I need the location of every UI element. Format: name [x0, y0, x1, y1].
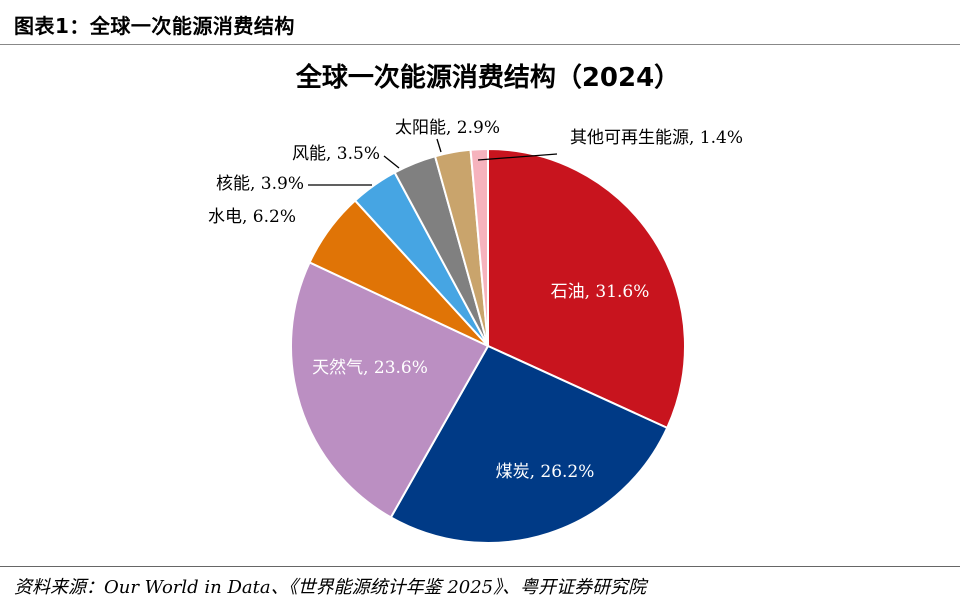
slice-labels: 石油, 31.6% 煤炭, 26.2% 天然气, 23.6% 水电, 6.2% 核能, … [208, 118, 743, 482]
chart-title: 全球一次能源消费结构（2024） [295, 62, 680, 93]
pie-slice-7 [469, 147, 489, 347]
leader-lines [308, 138, 558, 186]
footer-divider [0, 566, 960, 567]
slice-label-3: 水电, 6.2% [208, 207, 296, 227]
slice-label-4: 核能, 3.9% [216, 174, 304, 194]
slice-label-6: 太阳能, 2.9% [395, 118, 500, 138]
leader-line-6 [436, 138, 442, 153]
pie-slice-1 [389, 344, 669, 544]
slice-label-1: 煤炭, 26.2% [496, 462, 595, 482]
slice-label-7: 其他可再生能源, 1.4% [570, 128, 743, 148]
leader-line-5 [383, 155, 400, 169]
figure-header: 图表1：全球一次能源消费结构 [14, 14, 295, 38]
leader-line-7 [477, 153, 558, 161]
source-note: 资料来源：Our World in Data、《世界能源统计年鉴 2025》、粤… [14, 577, 647, 598]
slice-label-0: 石油, 31.6% [551, 282, 650, 302]
header-divider [0, 44, 960, 45]
pie-slices [290, 147, 686, 544]
pie-slice-2 [290, 261, 490, 519]
slice-label-5: 风能, 3.5% [292, 144, 380, 164]
slice-label-2: 天然气, 23.6% [312, 358, 428, 378]
